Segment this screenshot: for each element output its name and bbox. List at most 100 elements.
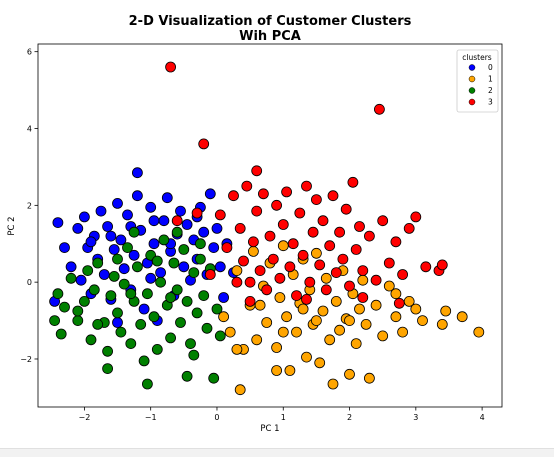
- point-cluster-2: [141, 378, 153, 390]
- legend-marker-3: [468, 98, 476, 106]
- x-tick-label: 4: [480, 413, 485, 422]
- point-cluster-3: [241, 180, 253, 192]
- point-cluster-2: [181, 295, 193, 307]
- point-cluster-2: [194, 238, 206, 250]
- point-cluster-2: [158, 234, 170, 246]
- plot-area: −2 −1 0 1 2 3 4 −2 0 2 4 6: [20, 43, 503, 422]
- point-cluster-3: [327, 190, 339, 202]
- point-cluster-3: [344, 280, 355, 292]
- point-cluster-1: [317, 305, 329, 317]
- point-cluster-3: [397, 269, 409, 280]
- y-axis-label: PC 2: [7, 216, 17, 235]
- x-tick-label: 2: [347, 413, 352, 422]
- point-cluster-3: [314, 259, 326, 271]
- point-cluster-2: [151, 255, 163, 267]
- point-cluster-2: [171, 284, 183, 296]
- y-tick-label: 2: [27, 201, 32, 210]
- point-cluster-0: [138, 303, 150, 315]
- point-cluster-0: [112, 197, 123, 209]
- point-cluster-2: [131, 261, 143, 273]
- point-cluster-2: [198, 290, 210, 302]
- point-cluster-3: [244, 276, 256, 288]
- point-cluster-0: [95, 205, 107, 217]
- point-cluster-3: [373, 103, 385, 115]
- point-cluster-3: [304, 276, 316, 288]
- point-cluster-1: [310, 247, 322, 259]
- y-ticks: −2 0 2 4 6: [20, 48, 38, 364]
- point-cluster-3: [347, 176, 359, 188]
- point-cluster-1: [314, 357, 326, 369]
- point-cluster-2: [92, 257, 104, 269]
- point-cluster-3: [244, 295, 256, 307]
- chart-title-line-1: 2-D Visualization of Customer Clusters: [129, 14, 412, 29]
- point-cluster-0: [112, 317, 123, 328]
- point-cluster-3: [271, 199, 283, 211]
- legend-box: [456, 49, 499, 113]
- legend-marker-2: [468, 87, 476, 94]
- point-cluster-0: [178, 261, 190, 273]
- y-tick-label: 6: [27, 48, 32, 57]
- point-cluster-0: [108, 244, 120, 255]
- point-cluster-2: [105, 290, 117, 302]
- point-cluster-0: [128, 249, 140, 261]
- point-cluster-2: [72, 305, 84, 317]
- point-cluster-3: [247, 236, 259, 248]
- legend-marker-0: [468, 64, 476, 71]
- legend-label-2: 2: [488, 86, 493, 95]
- point-cluster-1: [390, 311, 402, 323]
- point-cluster-3: [377, 215, 389, 227]
- point-cluster-0: [115, 234, 127, 246]
- point-cluster-2: [188, 349, 200, 361]
- point-cluster-2: [125, 338, 137, 350]
- point-cluster-3: [251, 165, 263, 177]
- point-cluster-2: [55, 328, 67, 340]
- point-cluster-3: [267, 253, 279, 265]
- point-cluster-2: [88, 284, 100, 296]
- point-cluster-3: [354, 221, 365, 232]
- point-cluster-1: [247, 245, 259, 257]
- point-cluster-1: [324, 334, 336, 346]
- point-cluster-1: [320, 272, 332, 284]
- legend-marker-1: [468, 75, 476, 83]
- point-cluster-1: [377, 330, 389, 342]
- point-cluster-1: [327, 378, 339, 390]
- point-cluster-1: [344, 315, 355, 327]
- point-cluster-3: [324, 240, 336, 252]
- point-cluster-3: [221, 242, 233, 254]
- point-cluster-3: [334, 226, 346, 238]
- point-cluster-2: [211, 303, 223, 315]
- point-cluster-2: [185, 338, 196, 350]
- point-cluster-2: [178, 244, 190, 255]
- legend-label-0: 0: [488, 63, 493, 72]
- point-cluster-0: [148, 215, 160, 227]
- point-cluster-1: [354, 303, 365, 315]
- point-cluster-1: [271, 365, 283, 376]
- point-cluster-2: [118, 278, 130, 290]
- point-cluster-1: [417, 315, 428, 327]
- legend: clusters 0 1 2 3: [456, 49, 499, 113]
- point-cluster-3: [350, 244, 362, 255]
- series-3: [165, 61, 448, 309]
- point-cluster-2: [188, 267, 200, 279]
- point-cluster-2: [102, 345, 113, 357]
- point-cluster-0: [131, 167, 143, 179]
- point-cluster-0: [79, 211, 90, 223]
- point-cluster-1: [360, 318, 372, 330]
- point-cluster-0: [98, 269, 110, 280]
- point-cluster-2: [168, 257, 180, 269]
- point-cluster-3: [297, 249, 309, 261]
- point-cluster-1: [297, 303, 309, 315]
- legend-label-3: 3: [488, 98, 493, 107]
- point-cluster-2: [82, 265, 94, 277]
- point-cluster-3: [410, 211, 422, 223]
- point-cluster-1: [274, 292, 286, 303]
- point-cluster-1: [344, 368, 355, 380]
- point-cluster-1: [218, 311, 230, 323]
- points-layer: [49, 61, 485, 396]
- point-cluster-3: [287, 238, 299, 250]
- point-cluster-3: [301, 180, 312, 192]
- point-cluster-2: [138, 355, 150, 367]
- point-cluster-3: [198, 138, 210, 150]
- point-cluster-3: [390, 236, 402, 248]
- point-cluster-3: [251, 205, 263, 217]
